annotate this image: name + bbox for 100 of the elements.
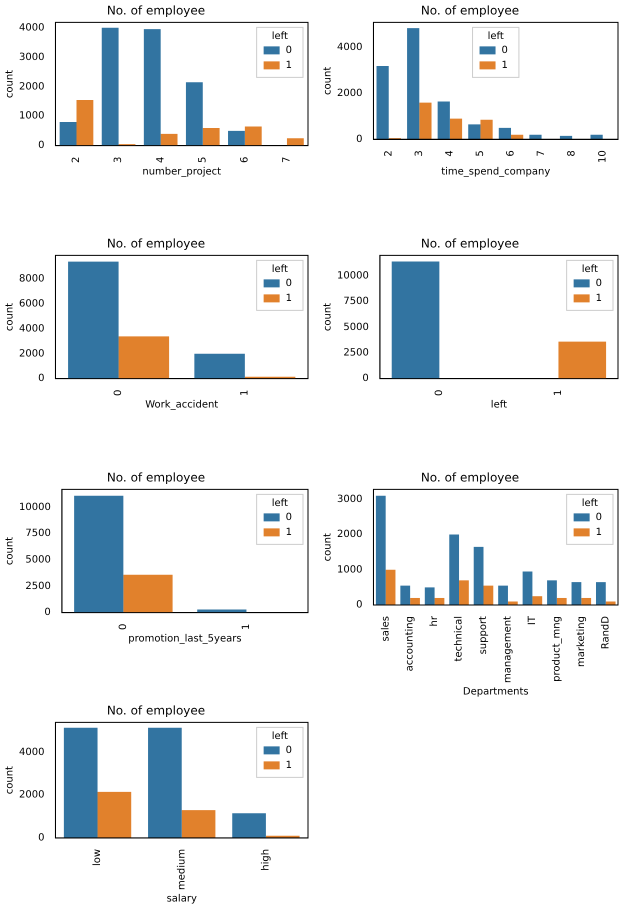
bar	[60, 122, 76, 146]
legend-label: 1	[502, 60, 508, 71]
bar	[228, 130, 245, 146]
legend-title: left	[272, 30, 288, 42]
x-axis-title: Work_accident	[145, 400, 218, 411]
chart-title: No. of employee	[420, 236, 520, 250]
bar	[148, 728, 182, 838]
x-tick-label: 3	[414, 150, 425, 157]
x-tick-label: accounting	[404, 616, 416, 672]
x-tick-label: 4	[155, 156, 166, 164]
bar	[480, 120, 493, 140]
y-tick-label: 5000	[25, 554, 51, 566]
bar	[186, 82, 203, 146]
bar	[434, 598, 444, 606]
legend-title: left	[272, 498, 288, 509]
x-tick-label: 8	[566, 150, 578, 157]
bar	[450, 118, 462, 140]
x-tick-label: sales	[380, 616, 392, 642]
legend-title: left	[582, 498, 598, 509]
legend-label: 0	[286, 512, 292, 523]
y-tick-label: 2000	[18, 790, 44, 801]
y-tick-label: 7500	[343, 296, 369, 308]
y-tick-label: 10000	[19, 502, 51, 513]
x-axis-title: time_spend_company	[441, 166, 550, 178]
y-tick-label: 2000	[336, 88, 362, 100]
chart-title: No. of employee	[420, 470, 520, 484]
legend-label: 0	[286, 278, 292, 289]
legend-title: left	[272, 730, 288, 742]
x-tick-label: support	[478, 616, 490, 654]
y-tick-label: 10000	[337, 270, 369, 282]
x-tick-label: 1	[239, 390, 250, 396]
bar	[74, 496, 124, 613]
bar	[376, 496, 386, 606]
bar	[160, 134, 178, 146]
y-axis-title: count	[4, 70, 16, 98]
y-tick-label: 4000	[18, 323, 44, 334]
y-tick-label: 0	[356, 600, 362, 611]
y-tick-label: 3000	[336, 494, 362, 505]
x-tick-label: product_mng	[551, 616, 562, 682]
x-tick-label: 5	[475, 150, 486, 157]
x-tick-label: medium	[176, 848, 188, 890]
chart-title: No. of employee	[106, 236, 206, 250]
bar	[424, 587, 435, 606]
bar	[410, 598, 420, 606]
x-tick-label: technical	[454, 616, 465, 662]
legend-label: 1	[596, 292, 602, 304]
legend-title: left	[272, 264, 288, 275]
bar	[498, 128, 512, 140]
bar	[76, 100, 94, 146]
y-tick-label: 2000	[18, 348, 44, 360]
y-axis-title: count	[4, 302, 16, 332]
legend-title: left	[488, 30, 504, 42]
x-tick-label: 2	[383, 150, 394, 157]
y-axis-title: count	[4, 536, 16, 566]
y-tick-label: 5000	[343, 322, 369, 333]
legend-title: left	[582, 264, 598, 275]
y-tick-label: 4000	[18, 746, 44, 758]
y-tick-label: 0	[38, 832, 44, 844]
bar	[459, 580, 469, 606]
y-tick-label: 0	[356, 134, 362, 145]
x-tick-label: management	[502, 616, 514, 684]
x-tick-label: 6	[239, 156, 250, 164]
bar	[244, 126, 262, 146]
x-tick-label: 0	[118, 624, 129, 630]
bar	[572, 582, 582, 606]
x-tick-label: 1	[553, 390, 564, 396]
chart-title: No. of employee	[420, 3, 520, 18]
y-tick-label: 0	[362, 373, 369, 384]
bar	[532, 596, 542, 606]
y-tick-label: 3000	[18, 52, 44, 63]
legend-label: 0	[596, 512, 602, 523]
chart-title: No. of employee	[106, 3, 206, 18]
bar	[511, 134, 524, 140]
bar	[232, 813, 266, 838]
x-tick-label: 3	[113, 156, 124, 164]
x-tick-label: hr	[429, 615, 440, 626]
y-tick-label: 0	[44, 607, 51, 618]
x-tick-label: RandD	[600, 616, 612, 650]
x-tick-label: 1	[241, 624, 252, 630]
y-axis-title: count	[322, 533, 334, 562]
x-axis-title: salary	[166, 894, 197, 905]
bar	[202, 128, 220, 146]
bar	[376, 66, 389, 140]
y-tick-label: 2000	[336, 529, 362, 540]
x-tick-label: 7	[536, 150, 548, 157]
y-tick-label: 8000	[18, 274, 44, 285]
bar	[529, 134, 542, 140]
bar	[123, 574, 173, 613]
legend-label: 1	[286, 526, 292, 538]
x-tick-label: 5	[197, 156, 208, 164]
y-tick-label: 2500	[343, 348, 369, 359]
legend-label: 0	[286, 44, 292, 56]
bar	[182, 810, 216, 838]
y-axis-title: count	[4, 766, 16, 794]
bar	[438, 101, 450, 140]
y-tick-label: 2000	[18, 81, 44, 92]
legend-label: 0	[502, 44, 508, 56]
x-tick-label: high	[260, 848, 272, 871]
legend-label: 1	[286, 760, 292, 771]
y-tick-label: 1000	[18, 110, 44, 122]
